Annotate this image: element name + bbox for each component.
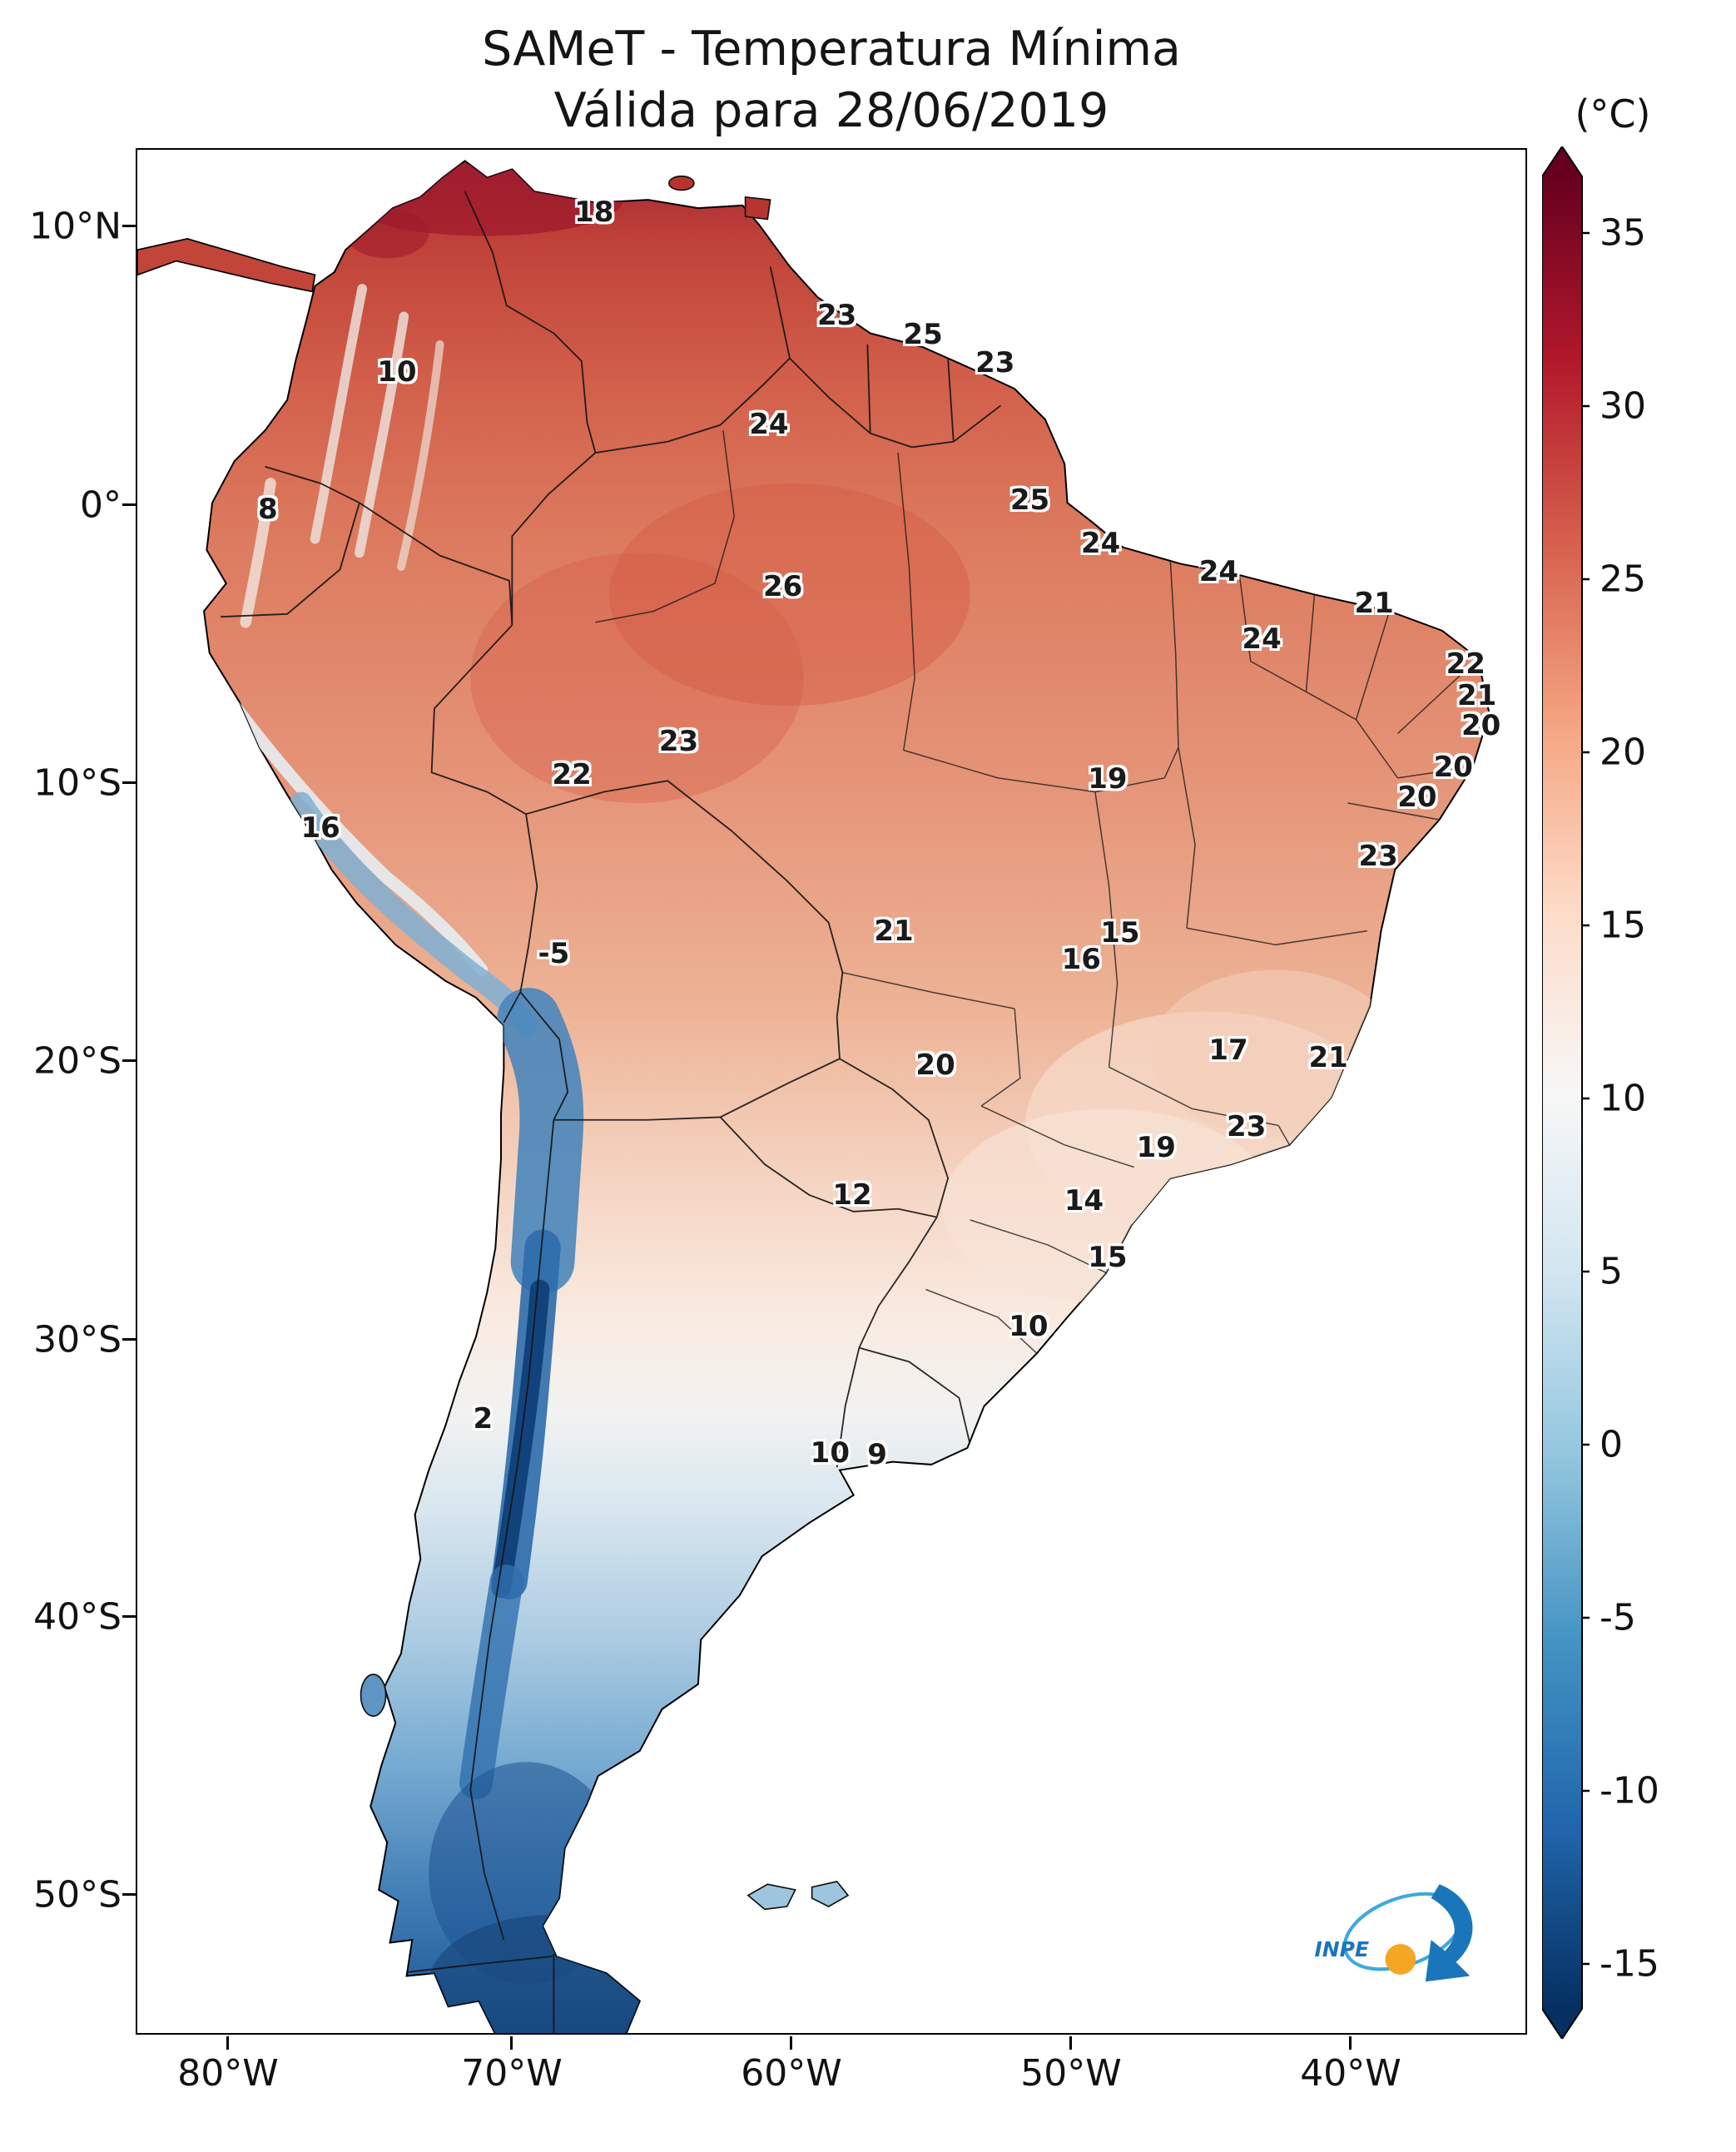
colorbar-tick-label: 0 [1600,1423,1623,1466]
colorbar-tick-label: 35 [1600,211,1646,255]
x-tick-label: 60°W [741,2052,842,2095]
x-tick-mark [226,2036,229,2050]
country-borders [221,191,1002,2033]
colorbar-tick-label: 5 [1600,1250,1623,1293]
y-tick-mark [122,503,136,506]
temp-label: 21 [1456,679,1497,713]
temp-label: 20 [1461,709,1501,743]
x-tick-label: 70°W [461,2052,563,2095]
temp-label: 19 [1088,761,1128,796]
temp-label: 24 [1198,554,1239,588]
y-tick-label: 30°S [33,1318,122,1361]
temp-label: 21 [874,915,914,949]
temp-label: 8 [257,493,278,527]
map-plot-area: INPE 18 23 25 23 10 24 8 25 24 24 26 21 … [136,148,1527,2035]
temp-label: 10 [810,1435,850,1470]
temp-label: 25 [903,317,943,351]
y-tick-label: 0° [80,483,122,527]
temp-label: 25 [1009,483,1050,517]
temp-label: 10 [1009,1310,1049,1344]
y-tick-label: 40°S [33,1595,122,1639]
colorbar-tick-label: 20 [1600,731,1646,774]
colorbar-tick-label: -5 [1600,1596,1636,1639]
state-borders [595,430,1479,1354]
temp-label: 14 [1064,1183,1104,1217]
map-title-line2: Válida para 28/06/2019 [553,83,1109,138]
temp-label: 10 [377,355,417,389]
temp-label: 9 [867,1438,887,1472]
colorbar-tick-label: -15 [1600,1942,1659,1986]
temp-label: 15 [1088,1240,1128,1274]
temp-label: 12 [832,1178,872,1212]
x-tick-mark [1349,2036,1352,2050]
colorbar-tick-marks [1582,231,1590,1966]
y-tick-mark [122,1615,136,1618]
temp-label: 23 [1227,1110,1267,1144]
map-title-line1: SAMeT - Temperatura Mínima [482,22,1181,77]
temp-label: 20 [1433,751,1473,785]
x-tick-label: 80°W [177,2052,279,2095]
colorbar-tick-label: -10 [1600,1769,1659,1812]
x-tick-label: 40°W [1300,2052,1401,2095]
temp-label: 24 [1080,526,1121,560]
colorbar-gradient [1541,145,1590,2040]
inpe-swirl-icon [1342,1884,1473,1982]
temp-label: -5 [538,937,570,971]
temp-label: 23 [658,724,699,758]
temp-label: 17 [1208,1033,1248,1067]
temp-label: 23 [817,299,857,333]
temp-label: 23 [1358,839,1398,873]
temp-label: 18 [574,195,614,229]
x-tick-mark [1069,2036,1072,2050]
y-tick-label: 50°S [33,1873,122,1916]
temp-label: 22 [552,758,592,792]
temp-label: 16 [1061,943,1101,977]
inpe-logo: INPE [1314,1884,1473,1982]
temp-label: 15 [1100,916,1140,950]
colorbar-tick-label: 25 [1600,558,1646,601]
colorbar-unit-label: (°C) [1575,92,1651,136]
temp-label: 24 [1242,622,1282,657]
temp-label: 20 [915,1048,955,1082]
temp-label: 26 [762,570,803,604]
temp-label: 20 [1397,781,1437,815]
temp-label: 24 [749,408,789,442]
panama-strip [137,238,316,293]
islands [360,175,850,1911]
y-tick-mark [122,225,136,227]
y-tick-label: 20°S [33,1039,122,1083]
temp-label: 21 [1308,1040,1348,1074]
temp-label: 22 [1446,647,1486,681]
inpe-logo-text: INPE [1314,1937,1369,1961]
y-tick-label: 10°N [29,205,122,248]
temp-label: 21 [1354,587,1394,621]
y-tick-mark [122,781,136,784]
colorbar-tick-label: 10 [1600,1077,1646,1120]
y-tick-label: 10°S [33,761,122,805]
y-tick-mark [122,1893,136,1896]
x-tick-mark [790,2036,792,2050]
x-tick-label: 50°W [1020,2052,1122,2095]
temp-label: 19 [1136,1131,1176,1165]
colorbar [1541,145,1592,2040]
temp-label: 2 [473,1402,494,1436]
colorbar-tick-label: 30 [1600,384,1646,428]
colorbar-tick-label: 15 [1600,904,1646,947]
y-tick-mark [122,1338,136,1341]
temp-label: 16 [300,811,340,845]
y-tick-mark [122,1059,136,1062]
x-tick-mark [510,2036,513,2050]
south-america-temperature-map: INPE [137,160,1490,2033]
temp-label: 23 [975,345,1015,379]
